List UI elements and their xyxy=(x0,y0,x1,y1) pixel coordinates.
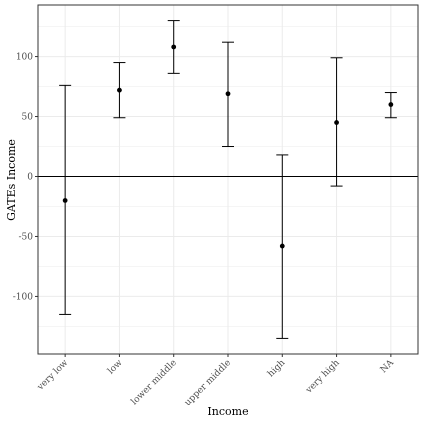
x-tick-label: upper middle xyxy=(183,358,233,408)
x-tick-label: very high xyxy=(304,358,342,396)
points xyxy=(62,44,394,249)
y-tick-label: -50 xyxy=(19,232,34,242)
estimate-point xyxy=(388,102,394,107)
y-tick-label: 0 xyxy=(27,173,33,183)
estimate-point xyxy=(225,91,231,97)
x-tick-label: NA xyxy=(379,358,397,376)
x-tick-label: low xyxy=(106,358,125,377)
x-axis-ticks: very low low lower middle upper middle high v… xyxy=(35,354,396,408)
estimate-point xyxy=(171,44,177,50)
y-axis-ticks: -100 -50 0 50 100 xyxy=(13,53,38,302)
x-tick-label: very low xyxy=(35,358,70,393)
y-tick-label: 50 xyxy=(22,113,34,123)
estimate-point xyxy=(334,120,339,125)
estimate-point xyxy=(279,243,285,249)
x-tick-label: high xyxy=(266,358,288,380)
estimate-point xyxy=(62,198,68,203)
x-axis-title: Income xyxy=(207,405,248,418)
estimate-point xyxy=(117,87,122,93)
y-tick-label: 100 xyxy=(16,53,33,63)
x-tick-label: lower middle xyxy=(130,358,179,407)
y-tick-label: -100 xyxy=(13,292,33,302)
y-axis-title: GATEs Income xyxy=(5,139,18,221)
